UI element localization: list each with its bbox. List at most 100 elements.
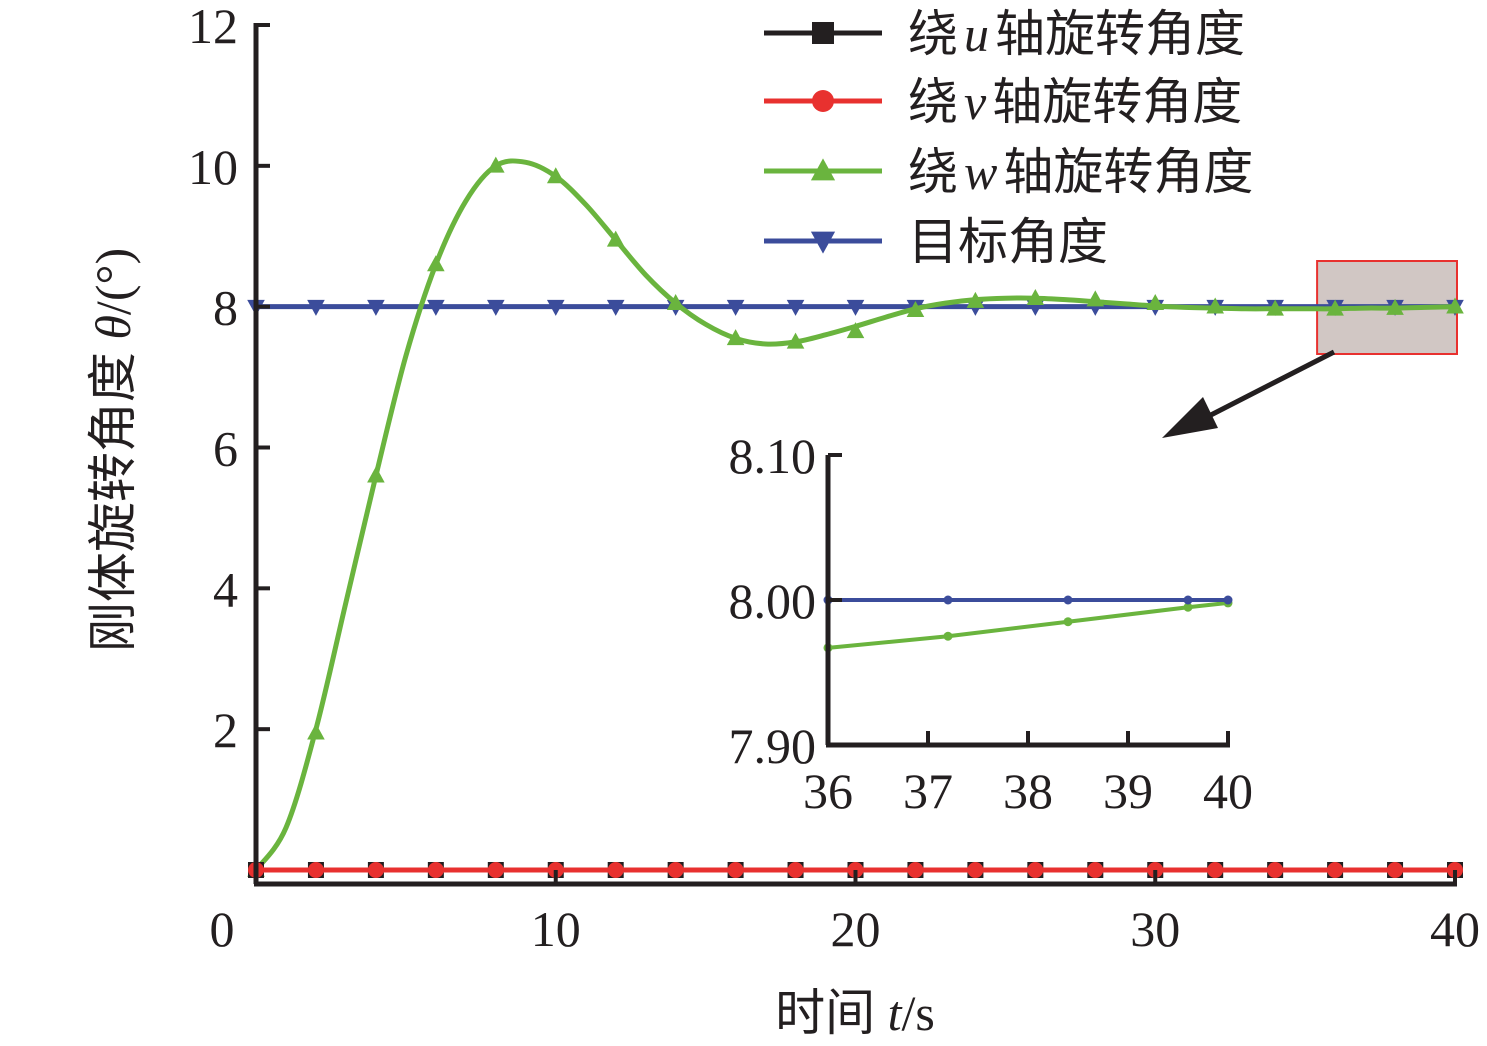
data-point <box>487 862 504 878</box>
legend-label-text: 轴旋转角度 <box>1003 144 1253 200</box>
data-point <box>1266 299 1284 316</box>
data-point <box>1446 297 1464 314</box>
legend-label-text: 轴旋转角度 <box>995 6 1245 62</box>
y-tick-label: 12 <box>188 0 238 54</box>
y-axis-title-var: θ <box>85 315 141 340</box>
inset-y-tick-label: 8.10 <box>729 428 817 484</box>
x-tick-label: 20 <box>831 901 881 957</box>
y-axis-title-unit: /(°) <box>85 248 141 315</box>
data-point <box>666 293 685 310</box>
inset-data-point <box>1223 595 1233 605</box>
data-point <box>1087 862 1104 878</box>
inset-data-point <box>1063 617 1073 627</box>
arrow-head <box>1162 397 1218 438</box>
data-point <box>726 299 745 316</box>
data-point <box>906 300 925 317</box>
y-tick-label: 10 <box>188 139 238 195</box>
data-point <box>606 299 625 316</box>
x-axis-title-prefix: 时间 <box>775 985 888 1041</box>
data-point <box>967 862 984 878</box>
data-point <box>427 255 445 272</box>
inset-x-tick-label: 40 <box>1203 763 1253 819</box>
legend-item: 绕 v 轴旋转角度 <box>764 74 1242 130</box>
data-point <box>786 332 805 349</box>
data-point <box>1146 293 1165 310</box>
legend-label: 绕 w 轴旋转角度 <box>908 144 1253 200</box>
inset-y-tick-label: 8.00 <box>729 573 817 629</box>
zoom-arrow-icon <box>1162 349 1336 438</box>
legend-marker <box>812 90 834 112</box>
data-point <box>1086 290 1105 307</box>
data-point <box>1027 862 1044 878</box>
y-tick-label: 6 <box>213 421 238 477</box>
series-绕w轴旋转角度 <box>247 156 1464 877</box>
data-point <box>607 862 624 878</box>
legend-marker <box>810 158 836 181</box>
inset-x-tick-label: 38 <box>1003 763 1053 819</box>
legend-marker <box>812 22 834 44</box>
data-point <box>1207 862 1224 878</box>
data-point <box>786 299 805 316</box>
data-point <box>1206 297 1224 314</box>
data-point <box>667 862 684 878</box>
inset-data-point <box>1063 595 1073 605</box>
y-axis-title: 刚体旋转角度 θ/(°) <box>85 248 141 652</box>
data-point <box>307 723 325 740</box>
data-point <box>546 299 565 316</box>
legend-label: 绕 u 轴旋转角度 <box>908 6 1245 62</box>
inset-series-line <box>827 600 1229 650</box>
legend-label-text: 轴旋转角度 <box>992 74 1242 130</box>
x-tick-label: 10 <box>531 901 581 957</box>
data-point <box>367 299 385 316</box>
x-tick-label: 0 <box>210 901 235 957</box>
x-axis-title: 时间 t/s <box>775 985 935 1041</box>
legend-item: 目标角度 <box>764 214 1108 270</box>
legend-label-axis: w <box>964 144 997 200</box>
data-point <box>1386 298 1404 315</box>
data-point <box>427 862 444 878</box>
data-point <box>367 862 384 878</box>
x-tick-label: 30 <box>1130 901 1180 957</box>
data-point <box>1326 299 1344 316</box>
y-tick-label: 8 <box>213 280 238 336</box>
main-series-group <box>247 156 1464 878</box>
data-point <box>427 299 445 316</box>
legend-label-text: 目标角度 <box>908 214 1108 270</box>
data-point <box>846 322 865 339</box>
legend-label-text: 绕 <box>908 144 958 200</box>
legend-label-text: 绕 <box>908 6 958 62</box>
data-point <box>1327 862 1344 878</box>
inset-series <box>823 595 1233 605</box>
inset-x-tick-label: 39 <box>1103 763 1153 819</box>
data-point <box>727 862 744 878</box>
data-point <box>546 167 565 184</box>
x-axis-title-unit: /s <box>902 985 935 1041</box>
data-point <box>787 862 804 878</box>
y-axis-title-prefix: 刚体旋转角度 <box>85 340 141 653</box>
series-line <box>253 158 1456 872</box>
legend-label: 绕 v 轴旋转角度 <box>908 74 1242 130</box>
inset-data-point <box>1183 595 1193 605</box>
inset-data-point <box>943 631 953 641</box>
data-point <box>606 230 625 247</box>
data-point <box>1267 862 1284 878</box>
y-tick-label: 4 <box>213 561 238 617</box>
data-point <box>966 291 985 308</box>
data-point <box>726 329 745 346</box>
legend-item: 绕 w 轴旋转角度 <box>764 144 1253 200</box>
y-tick-label: 2 <box>213 702 238 758</box>
data-point <box>907 862 924 878</box>
data-point <box>1387 862 1404 878</box>
data-point <box>307 299 325 316</box>
inset-x-tick-label: 36 <box>803 763 853 819</box>
legend-label-axis: u <box>964 6 989 62</box>
legend-item: 绕 u 轴旋转角度 <box>764 6 1245 62</box>
x-axis-title-var: t <box>888 985 903 1041</box>
inset-data-point <box>943 595 953 605</box>
inset-x-tick-label: 37 <box>903 763 953 819</box>
inset-series-group <box>823 595 1233 653</box>
data-point <box>846 299 865 316</box>
